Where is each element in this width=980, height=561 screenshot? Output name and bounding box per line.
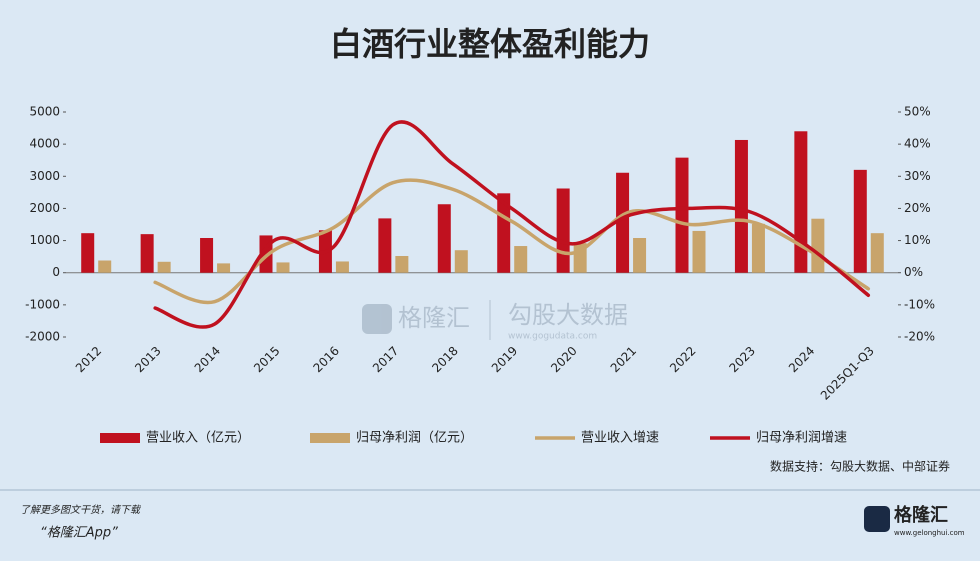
bar [395, 256, 409, 273]
y-tick-label: 3000 [29, 169, 60, 183]
y2-tick-label: 30% [904, 169, 931, 183]
y2-tick-label: -20% [904, 330, 935, 344]
logo-url: www.gelonghui.com [894, 529, 965, 537]
bar [556, 188, 570, 273]
bar [734, 139, 748, 273]
y-tick-label: 1000 [29, 233, 60, 247]
logo-text: 格隆汇 [894, 504, 948, 526]
line [153, 120, 871, 329]
legend-label: 营业收入（亿元） [146, 431, 250, 446]
y-tick-label: -2000 [25, 330, 60, 344]
bar [157, 261, 171, 273]
bar [98, 260, 112, 273]
bar [853, 169, 867, 273]
source: 数据支持：勾股大数据、中部证券 [770, 459, 950, 474]
logo-icon [864, 506, 890, 532]
bar [378, 218, 392, 273]
legend-swatch [310, 433, 350, 443]
bar [81, 233, 95, 273]
y-tick-label: 2000 [29, 201, 60, 215]
y-tick-label: 4000 [29, 137, 60, 151]
watermark: 格隆汇 勾股大数据 www.gogudata.com [362, 300, 628, 342]
y-tick-label: -1000 [25, 297, 60, 311]
legend-label: 归母净利润（亿元） [356, 431, 473, 446]
watermark-icon [362, 304, 392, 334]
bar [616, 172, 630, 273]
bar [811, 218, 825, 273]
y-tick-label: 0 [52, 265, 60, 279]
y2-tick-label: 10% [904, 233, 931, 247]
bar [633, 238, 647, 273]
y-tick-label: 5000 [29, 105, 60, 119]
bar [675, 157, 689, 273]
bar [200, 238, 214, 273]
bar [335, 261, 349, 273]
footer-line1: 了解更多图文干货，请下载 [20, 504, 142, 516]
bar [514, 246, 528, 273]
legend-swatch [100, 433, 140, 443]
footer-line2: “格隆汇App” [40, 526, 118, 541]
y2-tick-label: -10% [904, 297, 935, 311]
bar [751, 223, 765, 273]
legend-label: 营业收入增速 [581, 431, 659, 446]
y2-tick-label: 20% [904, 201, 931, 215]
line [153, 178, 871, 305]
bar [217, 263, 231, 273]
y2-tick-label: 50% [904, 105, 931, 119]
bar [276, 262, 290, 273]
bar [437, 204, 451, 273]
chart-title: 白酒行业整体盈利能力 [330, 25, 650, 63]
bar [140, 234, 154, 273]
legend-label: 归母净利润增速 [756, 431, 847, 446]
watermark-url: www.gogudata.com [508, 332, 597, 342]
bar [692, 230, 706, 273]
y2-tick-label: 40% [904, 137, 931, 151]
bar [870, 233, 884, 273]
watermark-left: 格隆汇 [398, 304, 470, 332]
bar [794, 131, 808, 273]
bar [454, 250, 468, 273]
y2-tick-label: 0% [904, 265, 923, 279]
watermark-right: 勾股大数据 [508, 301, 628, 329]
